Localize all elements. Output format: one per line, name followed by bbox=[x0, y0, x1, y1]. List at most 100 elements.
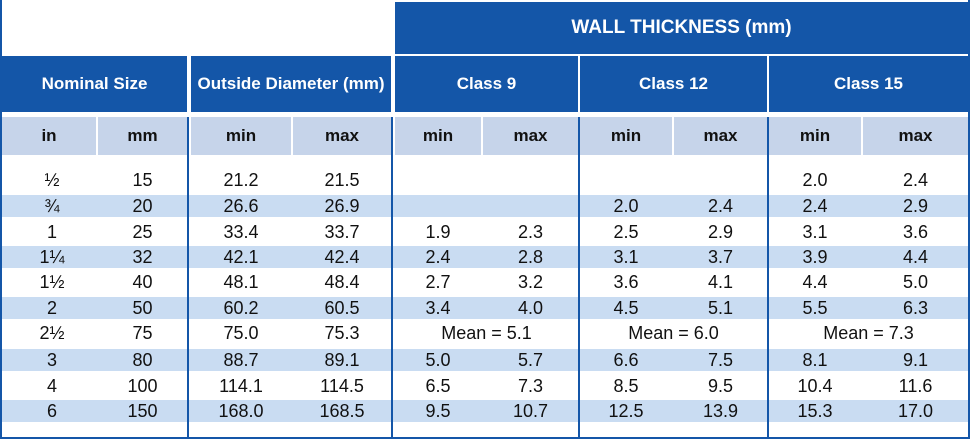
table-cell: 88.7 bbox=[223, 350, 259, 370]
subheader-c9-max: max bbox=[483, 117, 578, 155]
divider-od bbox=[391, 117, 393, 437]
table-row: 2 50 60.2 60.5 3.4 4.0 4.5 5.1 5.5 6.3 bbox=[2, 297, 968, 319]
table-cell: 11.6 bbox=[898, 376, 933, 396]
table-cell: 26.6 bbox=[223, 196, 259, 216]
table-cell: 2.4 bbox=[802, 196, 828, 216]
table-cell: 3.9 bbox=[802, 247, 828, 267]
table-cell: 150 bbox=[127, 401, 158, 421]
table-cell: 10.7 bbox=[512, 401, 549, 421]
table-cell: 80 bbox=[132, 350, 153, 370]
table-border-bottom bbox=[0, 437, 970, 439]
table-cell: 2.0 bbox=[802, 170, 828, 190]
table-cell: 114.1 bbox=[219, 376, 263, 396]
table-cell: 100 bbox=[127, 376, 158, 396]
table-cell bbox=[483, 169, 578, 191]
table-cell: 2.7 bbox=[425, 272, 451, 292]
table-cell: 168.0 bbox=[218, 401, 264, 421]
divider-class12 bbox=[767, 117, 769, 437]
table-cell: 13.9 bbox=[702, 401, 739, 421]
table-row: 2½ 75 75.0 75.3 Mean = 5.1 Mean = 6.0 Mean = 7… bbox=[2, 322, 968, 344]
table-cell: 2.9 bbox=[707, 222, 734, 242]
subheader-mm: mm bbox=[98, 117, 187, 155]
table-cell: 75 bbox=[132, 323, 153, 343]
table-cell: 89.1 bbox=[324, 350, 360, 370]
table-cell: 32 bbox=[132, 247, 153, 267]
table-cell: 4.5 bbox=[613, 298, 639, 318]
table-cell: 3.4 bbox=[425, 298, 451, 318]
table-cell: 33.4 bbox=[223, 222, 259, 242]
table-cell: 3 bbox=[46, 350, 57, 370]
table-cell: 4.1 bbox=[707, 272, 734, 292]
subheader-c9-min: min bbox=[395, 117, 481, 155]
wall-thickness-header: WALL THICKNESS (mm) bbox=[395, 2, 968, 54]
mean-value: Mean = 7.3 bbox=[823, 323, 914, 343]
table-cell: ½ bbox=[44, 170, 60, 190]
table-row: 3 80 88.7 89.1 5.0 5.7 6.6 7.5 8.1 9.1 bbox=[2, 349, 968, 371]
table-cell: 4.4 bbox=[902, 247, 929, 267]
table-cell: 10.4 bbox=[797, 376, 833, 396]
table-cell: 5.5 bbox=[802, 298, 828, 318]
table-cell: 1 bbox=[46, 222, 57, 242]
table-cell: 15.3 bbox=[797, 401, 833, 421]
table-cell: 26.9 bbox=[324, 196, 360, 216]
table-cell: 3.1 bbox=[613, 247, 639, 267]
table-cell: 4 bbox=[46, 376, 57, 396]
class15-header: Class 15 bbox=[769, 56, 968, 112]
table-cell: 7.5 bbox=[707, 350, 734, 370]
table-cell: 20 bbox=[132, 196, 153, 216]
table-cell: 60.5 bbox=[324, 298, 360, 318]
divider-class9 bbox=[578, 117, 580, 437]
table-cell: 2.5 bbox=[613, 222, 639, 242]
table-cell: 9.1 bbox=[902, 350, 929, 370]
class9-header: Class 9 bbox=[395, 56, 578, 112]
table-cell: 40 bbox=[132, 272, 153, 292]
table-cell: 1.9 bbox=[425, 222, 451, 242]
table-cell: 2.4 bbox=[902, 170, 929, 190]
table-cell bbox=[395, 169, 481, 191]
table-cell: 75.3 bbox=[324, 323, 360, 343]
table-cell: 5.0 bbox=[902, 272, 929, 292]
table-body: ½ 15 21.2 21.5 2.0 2.4 ¾ 20 26.6 26.9 2.0 2.4 2.4 2.9… bbox=[2, 155, 968, 437]
subheader-c12-min: min bbox=[580, 117, 672, 155]
table-cell: 8.1 bbox=[802, 350, 828, 370]
table-cell: 21.5 bbox=[324, 170, 360, 190]
table-cell: 3.6 bbox=[902, 222, 929, 242]
table-cell: 2.4 bbox=[425, 247, 451, 267]
table-cell: 1¼ bbox=[39, 247, 65, 267]
table-cell: 42.4 bbox=[324, 247, 360, 267]
table-cell: 75.0 bbox=[223, 323, 259, 343]
table-cell: 6.6 bbox=[613, 350, 639, 370]
table-cell: 6.3 bbox=[902, 298, 929, 318]
table-cell: 60.2 bbox=[223, 298, 259, 318]
table-cell: 25 bbox=[132, 222, 153, 242]
table-row: ½ 15 21.2 21.5 2.0 2.4 bbox=[2, 169, 968, 191]
table-cell: 9.5 bbox=[425, 401, 451, 421]
table-row: 1 25 33.4 33.7 1.9 2.3 2.5 2.9 3.1 3.6 bbox=[2, 221, 968, 243]
table-cell: 2.0 bbox=[613, 196, 639, 216]
subheader-row: in mm min max min max min max min max bbox=[2, 117, 968, 155]
table-cell: 2.4 bbox=[707, 196, 734, 216]
table-cell: 6.5 bbox=[425, 376, 451, 396]
table-cell: 1½ bbox=[39, 272, 65, 292]
table-cell: 5.0 bbox=[425, 350, 451, 370]
table-cell bbox=[674, 169, 767, 191]
table-cell: 48.4 bbox=[324, 272, 360, 292]
subheader-od-min: min bbox=[191, 117, 291, 155]
table-cell: 2.8 bbox=[517, 247, 544, 267]
table-cell: 42.1 bbox=[223, 247, 259, 267]
table-cell: 3.6 bbox=[613, 272, 639, 292]
subheader-od-max: max bbox=[293, 117, 391, 155]
table-cell: 2½ bbox=[39, 323, 65, 343]
table-row: 1½ 40 48.1 48.4 2.7 3.2 3.6 4.1 4.4 5.0 bbox=[2, 271, 968, 293]
table-cell: 168.5 bbox=[319, 401, 365, 421]
table-row: 6 150 168.0 168.5 9.5 10.7 12.5 13.9 15.3 17.0 bbox=[2, 400, 968, 422]
table-border-left bbox=[0, 0, 2, 439]
mean-value: Mean = 6.0 bbox=[628, 323, 719, 343]
table-cell: 4.0 bbox=[517, 298, 544, 318]
table-cell bbox=[580, 169, 672, 191]
table-row: ¾ 20 26.6 26.9 2.0 2.4 2.4 2.9 bbox=[2, 195, 968, 217]
table-cell: 3.1 bbox=[802, 222, 828, 242]
table-cell bbox=[483, 195, 578, 217]
table-cell: 2 bbox=[46, 298, 57, 318]
